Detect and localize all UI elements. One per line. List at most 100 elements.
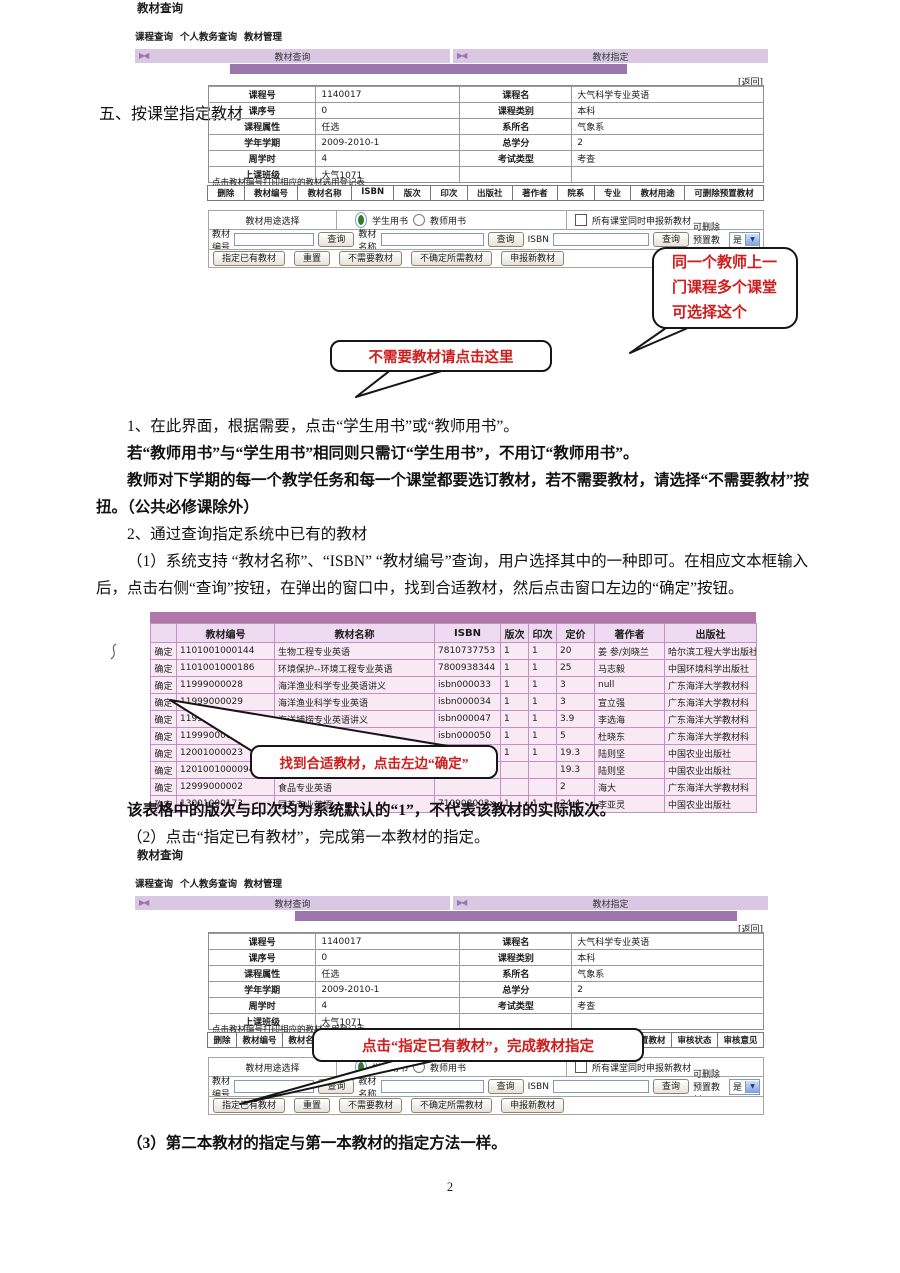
cell-publisher: 广东海洋大学教材科 — [664, 727, 757, 745]
cell-printing: 1 — [528, 710, 557, 728]
isbn-query-button[interactable]: 查询 — [652, 1079, 689, 1094]
code-query-button[interactable]: 查询 — [318, 232, 355, 247]
name-input[interactable] — [380, 233, 484, 246]
course-field-label: 课序号 — [248, 954, 276, 964]
course-info-row: 课程号 1140017 课程名 大气科学专业英语 — [209, 86, 763, 102]
grid-header-cell: 版次 — [393, 185, 432, 201]
action-button[interactable]: 重置 — [294, 251, 331, 266]
tab-textbook-query[interactable]: ▶◀ 教材查询 — [135, 896, 450, 910]
action-button[interactable]: 重置 — [294, 1098, 331, 1113]
action-button[interactable]: 不确定所需教材 — [411, 251, 493, 266]
course-field-label: 总学分 — [459, 135, 571, 150]
confirm-link[interactable]: 确定 — [150, 761, 177, 779]
course-field-value: 大气1071 — [315, 1014, 459, 1029]
action-button[interactable]: 不需要教材 — [339, 1098, 403, 1113]
code-input[interactable] — [234, 233, 315, 246]
action-button[interactable]: 申报新教材 — [501, 1098, 565, 1113]
cell-name: 海洋捕捞专业英语讲义 — [274, 710, 435, 728]
preset-select[interactable]: 是 ▼ — [728, 231, 760, 248]
confirm-link[interactable]: 确定 — [150, 795, 177, 813]
isbn-input[interactable] — [552, 233, 649, 246]
radio-teacher-book[interactable] — [413, 214, 426, 226]
action-row: 指定已有教材 重置 不需要教材 不确定所需教材 申报新教材 — [208, 249, 764, 268]
return-link[interactable]: [返回] — [737, 78, 763, 88]
print-hint: 点击教材编号打印相应的教材选用登记表 — [212, 178, 366, 188]
confirm-link[interactable]: 确定 — [150, 778, 177, 796]
cell-edition — [500, 761, 529, 779]
cell-name: 环境保护--环境工程专业英语 — [274, 659, 435, 677]
confirm-link[interactable]: 确定 — [150, 727, 177, 745]
bowtie-icon: ▶◀ — [457, 898, 467, 907]
cell-edition — [500, 778, 529, 796]
cell-code: 1101001000144 — [176, 642, 275, 660]
confirm-link[interactable]: 确定 — [150, 744, 177, 762]
nav-link[interactable]: 课程查询 — [135, 32, 174, 43]
action-button[interactable]: 指定已有教材 — [213, 1098, 286, 1113]
paragraph: 教师对下学期的每一个教学任务和每一个课堂都要选订教材，若不需要教材，请选择“不需… — [96, 472, 810, 516]
cell-code: 11999000028 — [176, 676, 275, 694]
confirm-link[interactable]: 确定 — [150, 676, 177, 694]
radio-student-book[interactable] — [355, 212, 367, 228]
search-row: 教材编号 查询 教材名称 查询 ISBN 查询 可删除预置教材 是 ▼ — [208, 223, 764, 259]
course-field-label: 总学分 — [459, 982, 571, 997]
nav-link[interactable]: 教材管理 — [244, 879, 283, 890]
nav-link[interactable]: 个人教务查询 — [180, 32, 238, 43]
confirm-link[interactable]: 确定 — [150, 693, 177, 711]
cell-author: 宣立强 — [594, 693, 665, 711]
isbn-input[interactable] — [552, 1080, 649, 1093]
all-classes-label: 所有课堂同时申报新教材 — [592, 216, 692, 227]
confirm-link[interactable]: 确定 — [150, 710, 177, 728]
cell-price: 19.3 — [556, 761, 595, 779]
tab-textbook-query[interactable]: ▶◀ 教材查询 — [135, 49, 450, 63]
bowtie-icon: ▶◀ — [457, 51, 467, 60]
course-field-value: 考查 — [571, 998, 763, 1013]
confirm-link[interactable]: 确定 — [150, 642, 177, 660]
table-row: 确定 1101001000144 生物工程专业英语 7810737753 1 1… — [150, 642, 757, 660]
action-button[interactable]: 申报新教材 — [501, 251, 565, 266]
confirm-link[interactable]: 确定 — [150, 659, 177, 677]
action-button[interactable]: 不需要教材 — [339, 251, 403, 266]
selection-panel: 教材用途选择 学生用书 教师用书 所有课堂同时申报新教材 教材编号 查询 教材名… — [208, 210, 764, 268]
radio-teacher-book[interactable] — [413, 1061, 426, 1073]
cell-isbn: isbn000034 — [434, 693, 501, 711]
callout-multi-class: 同一个教师上一门课程多个课堂可选择这个 — [652, 247, 798, 329]
name-query-button[interactable]: 查询 — [487, 1079, 524, 1094]
action-button[interactable]: 指定已有教材 — [213, 251, 286, 266]
preset-value: 是 — [732, 236, 742, 246]
cell-name: 海洋渔业科学专业英语讲义 — [274, 676, 435, 694]
cell-printing: 1 — [528, 642, 557, 660]
return-link[interactable]: [返回] — [737, 925, 763, 935]
grid-header-cell: 著作者 — [511, 185, 558, 201]
preset-select[interactable]: 是 ▼ — [728, 1078, 760, 1095]
nav-link[interactable]: 教材管理 — [244, 32, 283, 43]
isbn-label: ISBN — [527, 234, 549, 245]
course-field-label: 学年学期 — [244, 986, 281, 996]
action-button[interactable]: 不确定所需教材 — [411, 1098, 493, 1113]
name-query-button[interactable]: 查询 — [487, 232, 524, 247]
course-field-value: 考查 — [571, 151, 763, 166]
cell-publisher: 广东海洋大学教材科 — [664, 778, 757, 796]
name-input[interactable] — [380, 1080, 484, 1093]
isbn-label: ISBN — [527, 1081, 549, 1092]
tab-textbook-assign[interactable]: ▶◀ 教材指定 — [453, 896, 768, 910]
tab-textbook-assign[interactable]: ▶◀ 教材指定 — [453, 49, 768, 63]
cell-author: 马志毅 — [594, 659, 665, 677]
cell-code: 11999000042 — [176, 710, 275, 728]
code-input[interactable] — [234, 1080, 315, 1093]
all-classes-checkbox[interactable] — [575, 1061, 587, 1073]
all-classes-checkbox[interactable] — [575, 214, 587, 226]
cell-code: 11999000045 — [176, 727, 275, 745]
nav-link[interactable]: 个人教务查询 — [180, 879, 238, 890]
cell-edition: 1 — [500, 710, 529, 728]
nav-link[interactable]: 课程查询 — [135, 879, 174, 890]
cell-price: 25 — [556, 659, 595, 677]
progress-bar — [295, 911, 737, 921]
isbn-query-button[interactable]: 查询 — [652, 232, 689, 247]
code-query-button[interactable]: 查询 — [318, 1079, 355, 1094]
course-field-value: 任选 — [315, 119, 459, 134]
table-row: 确定 11999000042 海洋捕捞专业英语讲义 isbn000047 1 1… — [150, 710, 757, 728]
cell-publisher: 广东海洋大学教材科 — [664, 710, 757, 728]
grid-header-cell: 审核状态 — [671, 1032, 718, 1048]
body-text-block-1: 1、在此界面，根据需要，点击“学生用书”或“教师用书”。 若“教师用书”与“学生… — [96, 413, 812, 602]
